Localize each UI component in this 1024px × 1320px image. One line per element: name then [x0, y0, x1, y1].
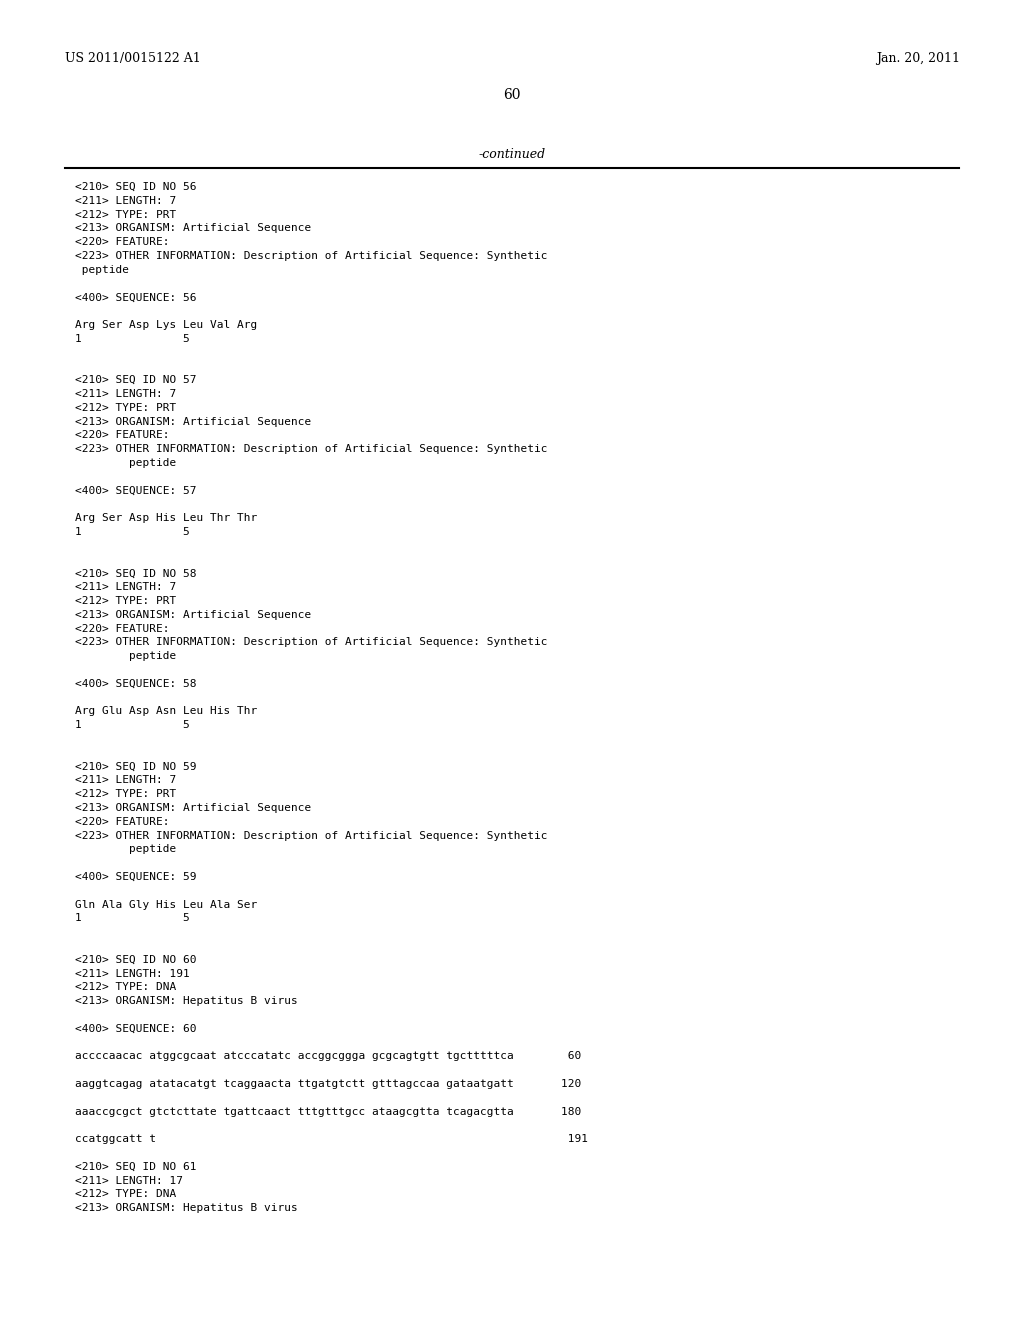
- Text: peptide: peptide: [75, 651, 176, 661]
- Text: <211> LENGTH: 191: <211> LENGTH: 191: [75, 969, 189, 978]
- Text: -continued: -continued: [478, 148, 546, 161]
- Text: 1               5: 1 5: [75, 721, 189, 730]
- Text: <220> FEATURE:: <220> FEATURE:: [75, 817, 170, 826]
- Text: <213> ORGANISM: Artificial Sequence: <213> ORGANISM: Artificial Sequence: [75, 417, 311, 426]
- Text: <213> ORGANISM: Artificial Sequence: <213> ORGANISM: Artificial Sequence: [75, 610, 311, 620]
- Text: <212> TYPE: PRT: <212> TYPE: PRT: [75, 210, 176, 219]
- Text: <400> SEQUENCE: 57: <400> SEQUENCE: 57: [75, 486, 197, 495]
- Text: 1               5: 1 5: [75, 334, 189, 343]
- Text: 1               5: 1 5: [75, 913, 189, 924]
- Text: Arg Glu Asp Asn Leu His Thr: Arg Glu Asp Asn Leu His Thr: [75, 706, 257, 717]
- Text: <212> TYPE: PRT: <212> TYPE: PRT: [75, 597, 176, 606]
- Text: <223> OTHER INFORMATION: Description of Artificial Sequence: Synthetic: <223> OTHER INFORMATION: Description of …: [75, 251, 548, 261]
- Text: ccatggcatt t                                                             191: ccatggcatt t 191: [75, 1134, 588, 1144]
- Text: accccaacac atggcgcaat atcccatatc accggcggga gcgcagtgtt tgctttttca        60: accccaacac atggcgcaat atcccatatc accggcg…: [75, 1052, 582, 1061]
- Text: <212> TYPE: PRT: <212> TYPE: PRT: [75, 403, 176, 413]
- Text: <400> SEQUENCE: 58: <400> SEQUENCE: 58: [75, 678, 197, 689]
- Text: <210> SEQ ID NO 58: <210> SEQ ID NO 58: [75, 569, 197, 578]
- Text: <223> OTHER INFORMATION: Description of Artificial Sequence: Synthetic: <223> OTHER INFORMATION: Description of …: [75, 830, 548, 841]
- Text: peptide: peptide: [75, 845, 176, 854]
- Text: <211> LENGTH: 17: <211> LENGTH: 17: [75, 1176, 183, 1185]
- Text: Arg Ser Asp His Leu Thr Thr: Arg Ser Asp His Leu Thr Thr: [75, 513, 257, 523]
- Text: <213> ORGANISM: Artificial Sequence: <213> ORGANISM: Artificial Sequence: [75, 803, 311, 813]
- Text: <211> LENGTH: 7: <211> LENGTH: 7: [75, 582, 176, 593]
- Text: <220> FEATURE:: <220> FEATURE:: [75, 623, 170, 634]
- Text: <212> TYPE: PRT: <212> TYPE: PRT: [75, 789, 176, 799]
- Text: <220> FEATURE:: <220> FEATURE:: [75, 430, 170, 441]
- Text: <210> SEQ ID NO 56: <210> SEQ ID NO 56: [75, 182, 197, 191]
- Text: <211> LENGTH: 7: <211> LENGTH: 7: [75, 775, 176, 785]
- Text: <213> ORGANISM: Hepatitus B virus: <213> ORGANISM: Hepatitus B virus: [75, 997, 298, 1006]
- Text: <400> SEQUENCE: 60: <400> SEQUENCE: 60: [75, 1024, 197, 1034]
- Text: Jan. 20, 2011: Jan. 20, 2011: [876, 51, 961, 65]
- Text: <210> SEQ ID NO 60: <210> SEQ ID NO 60: [75, 954, 197, 965]
- Text: peptide: peptide: [75, 265, 129, 275]
- Text: 1               5: 1 5: [75, 527, 189, 537]
- Text: US 2011/0015122 A1: US 2011/0015122 A1: [65, 51, 201, 65]
- Text: <223> OTHER INFORMATION: Description of Artificial Sequence: Synthetic: <223> OTHER INFORMATION: Description of …: [75, 445, 548, 454]
- Text: <212> TYPE: DNA: <212> TYPE: DNA: [75, 982, 176, 993]
- Text: <211> LENGTH: 7: <211> LENGTH: 7: [75, 389, 176, 399]
- Text: Gln Ala Gly His Leu Ala Ser: Gln Ala Gly His Leu Ala Ser: [75, 900, 257, 909]
- Text: <400> SEQUENCE: 56: <400> SEQUENCE: 56: [75, 293, 197, 302]
- Text: aaggtcagag atatacatgt tcaggaacta ttgatgtctt gtttagccaa gataatgatt       120: aaggtcagag atatacatgt tcaggaacta ttgatgt…: [75, 1078, 582, 1089]
- Text: <212> TYPE: DNA: <212> TYPE: DNA: [75, 1189, 176, 1200]
- Text: peptide: peptide: [75, 458, 176, 469]
- Text: <213> ORGANISM: Artificial Sequence: <213> ORGANISM: Artificial Sequence: [75, 223, 311, 234]
- Text: <220> FEATURE:: <220> FEATURE:: [75, 238, 170, 247]
- Text: <210> SEQ ID NO 59: <210> SEQ ID NO 59: [75, 762, 197, 772]
- Text: aaaccgcgct gtctcttate tgattcaact tttgtttgcc ataagcgtta tcagacgtta       180: aaaccgcgct gtctcttate tgattcaact tttgttt…: [75, 1106, 582, 1117]
- Text: <211> LENGTH: 7: <211> LENGTH: 7: [75, 195, 176, 206]
- Text: <210> SEQ ID NO 57: <210> SEQ ID NO 57: [75, 375, 197, 385]
- Text: <213> ORGANISM: Hepatitus B virus: <213> ORGANISM: Hepatitus B virus: [75, 1204, 298, 1213]
- Text: <223> OTHER INFORMATION: Description of Artificial Sequence: Synthetic: <223> OTHER INFORMATION: Description of …: [75, 638, 548, 647]
- Text: <210> SEQ ID NO 61: <210> SEQ ID NO 61: [75, 1162, 197, 1172]
- Text: <400> SEQUENCE: 59: <400> SEQUENCE: 59: [75, 873, 197, 882]
- Text: 60: 60: [503, 88, 521, 102]
- Text: Arg Ser Asp Lys Leu Val Arg: Arg Ser Asp Lys Leu Val Arg: [75, 319, 257, 330]
